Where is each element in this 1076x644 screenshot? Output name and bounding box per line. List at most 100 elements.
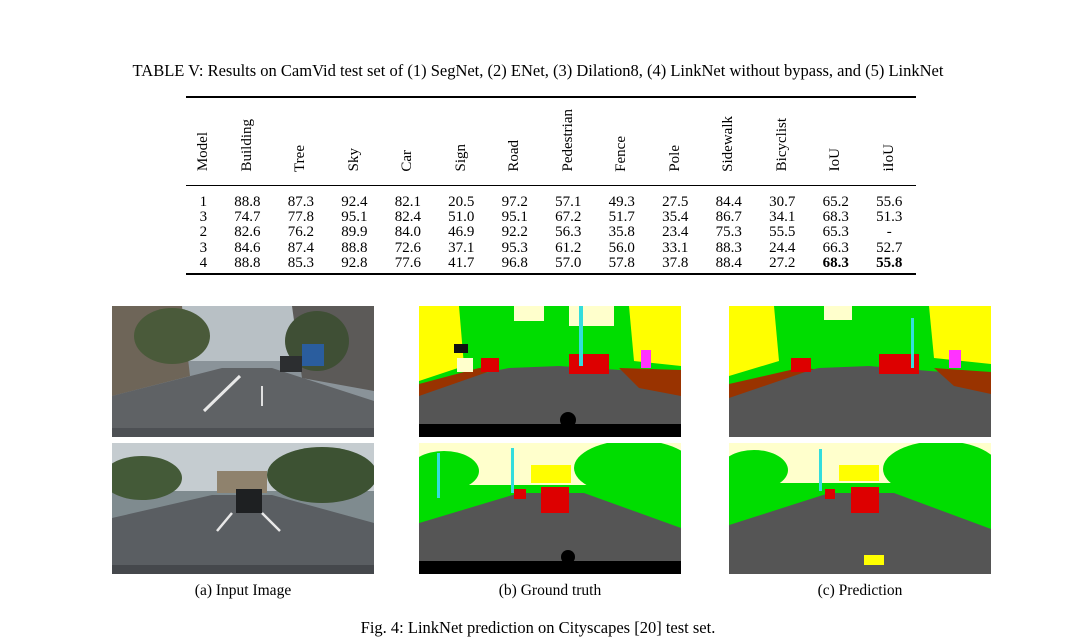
input-image-2 xyxy=(112,443,374,574)
col-header: IoU xyxy=(809,97,862,185)
table-cell: 77.6 xyxy=(394,255,421,271)
col-header: Building xyxy=(221,97,274,185)
table-cell: 37.1 xyxy=(448,239,475,256)
col-header: Fence xyxy=(595,97,648,185)
table-cell: 51.7 xyxy=(608,208,635,225)
table-cell: 66.3 xyxy=(822,239,849,256)
table-cell: 67.2 xyxy=(555,208,582,225)
table-cell: 88.4 xyxy=(715,255,742,271)
col-header-label: Sidewalk xyxy=(720,115,737,172)
table-cell: 95.3 xyxy=(501,239,528,256)
col-header-label: Sky xyxy=(345,148,362,172)
table-cell: 61.2 xyxy=(555,239,582,256)
table-cell: 77.8 xyxy=(287,208,314,225)
table-cell: 92.8 xyxy=(341,255,368,271)
results-table: Model Building Tree Sky Car Sign Road Pe… xyxy=(186,96,916,275)
table-cell: 57.8 xyxy=(608,255,635,271)
table-cell: 97.2 xyxy=(501,193,528,210)
figure-caption: Fig. 4: LinkNet prediction on Cityscapes… xyxy=(360,618,716,637)
ground-truth-2 xyxy=(419,443,681,574)
col-header: Car xyxy=(381,97,434,185)
table-cell: 20.5 xyxy=(448,193,475,210)
table-cell: 57.0 xyxy=(555,255,582,271)
col-header: iIoU xyxy=(862,97,916,185)
col-header-label: Pole xyxy=(666,144,683,172)
col-header-label: Sign xyxy=(452,143,469,172)
ground-truth-1 xyxy=(419,306,681,437)
col-header: Road xyxy=(488,97,541,185)
col-header-label: Pedestrian xyxy=(559,109,576,172)
table-header-row: Model Building Tree Sky Car Sign Road Pe… xyxy=(186,97,916,185)
table-cell: 96.8 xyxy=(501,255,528,271)
table-cell: 92.2 xyxy=(501,224,528,241)
input-image-1 xyxy=(112,306,374,437)
table-cell: 56.3 xyxy=(555,224,582,241)
table-cell: 55.6 xyxy=(876,193,903,210)
table-cell: 4 xyxy=(199,255,208,271)
col-header-label: Car xyxy=(399,149,416,172)
col-header-label: Building xyxy=(238,118,255,172)
table-cell: 52.7 xyxy=(876,239,903,256)
table-row: 1 88.8 87.3 92.4 82.1 20.5 97.2 57.1 49.… xyxy=(186,185,916,210)
table-cell: 56.0 xyxy=(608,239,635,256)
table-cell: 89.9 xyxy=(341,224,368,241)
prediction-1 xyxy=(729,306,991,437)
col-header-label: IoU xyxy=(827,148,844,172)
table-cell: 41.7 xyxy=(448,255,475,271)
col-header-label: Bicyclist xyxy=(773,118,790,172)
table-cell: 85.3 xyxy=(287,255,314,271)
table-cell: 84.6 xyxy=(234,239,261,256)
table-cell: 72.6 xyxy=(394,239,421,256)
table-caption: TABLE V: Results on CamVid test set of (… xyxy=(132,61,944,80)
table-cell: 49.3 xyxy=(608,193,635,210)
table-cell: 37.8 xyxy=(662,255,689,271)
table-row: 2 82.6 76.2 89.9 84.0 46.9 92.2 56.3 35.… xyxy=(186,225,916,241)
table-cell: 92.4 xyxy=(341,193,368,210)
table-cell: 87.4 xyxy=(287,239,314,256)
table-row: 4 88.8 85.3 92.8 77.6 41.7 96.8 57.0 57.… xyxy=(186,256,916,274)
prediction-2 xyxy=(729,443,991,574)
col-header-label: iIoU xyxy=(880,144,897,172)
table-cell-best: 68.3 xyxy=(822,255,849,271)
table-cell: 57.1 xyxy=(555,193,582,210)
table-cell: 30.7 xyxy=(769,193,796,210)
table-cell: 34.1 xyxy=(769,208,796,225)
table-cell: 87.3 xyxy=(287,193,314,210)
col-header: Model xyxy=(186,97,221,185)
table-cell: 82.4 xyxy=(394,208,421,225)
table-row: 3 84.6 87.4 88.8 72.6 37.1 95.3 61.2 56.… xyxy=(186,239,916,257)
table-cell: 95.1 xyxy=(341,208,368,225)
table-cell: 88.8 xyxy=(234,255,261,271)
table-cell: 84.4 xyxy=(715,193,742,210)
table-cell: 3 xyxy=(199,208,208,225)
table-cell: 23.4 xyxy=(662,224,689,241)
table-cell: 75.3 xyxy=(715,224,742,241)
table-row: 3 74.7 77.8 95.1 82.4 51.0 95.1 67.2 51.… xyxy=(186,208,916,226)
col-header: Sky xyxy=(328,97,381,185)
table-cell: 51.0 xyxy=(448,208,475,225)
table-cell: 65.3 xyxy=(822,224,849,241)
table-cell: 55.5 xyxy=(769,224,796,241)
col-header-label: Fence xyxy=(613,135,630,172)
table-cell: 3 xyxy=(199,239,208,256)
subcaption-prediction: (c) Prediction xyxy=(817,582,903,599)
col-header: Pole xyxy=(649,97,702,185)
col-header-label: Tree xyxy=(292,144,309,172)
table-cell: 33.1 xyxy=(662,239,689,256)
table-cell: 51.3 xyxy=(876,208,903,225)
table-cell: 95.1 xyxy=(501,208,528,225)
table-cell: 86.7 xyxy=(715,208,742,225)
table-cell: 1 xyxy=(199,193,208,210)
table-cell: 2 xyxy=(199,224,208,241)
table-cell: 27.2 xyxy=(769,255,796,271)
table-cell: 84.0 xyxy=(394,224,421,241)
col-header: Bicyclist xyxy=(755,97,808,185)
table-cell: 65.2 xyxy=(822,193,849,210)
col-header: Sidewalk xyxy=(702,97,755,185)
col-header-label: Model xyxy=(194,132,211,172)
subcaption-input: (a) Input Image xyxy=(194,582,292,599)
col-header: Tree xyxy=(274,97,327,185)
table-cell: 27.5 xyxy=(662,193,689,210)
table-cell: 76.2 xyxy=(287,224,314,241)
col-header: Sign xyxy=(435,97,488,185)
